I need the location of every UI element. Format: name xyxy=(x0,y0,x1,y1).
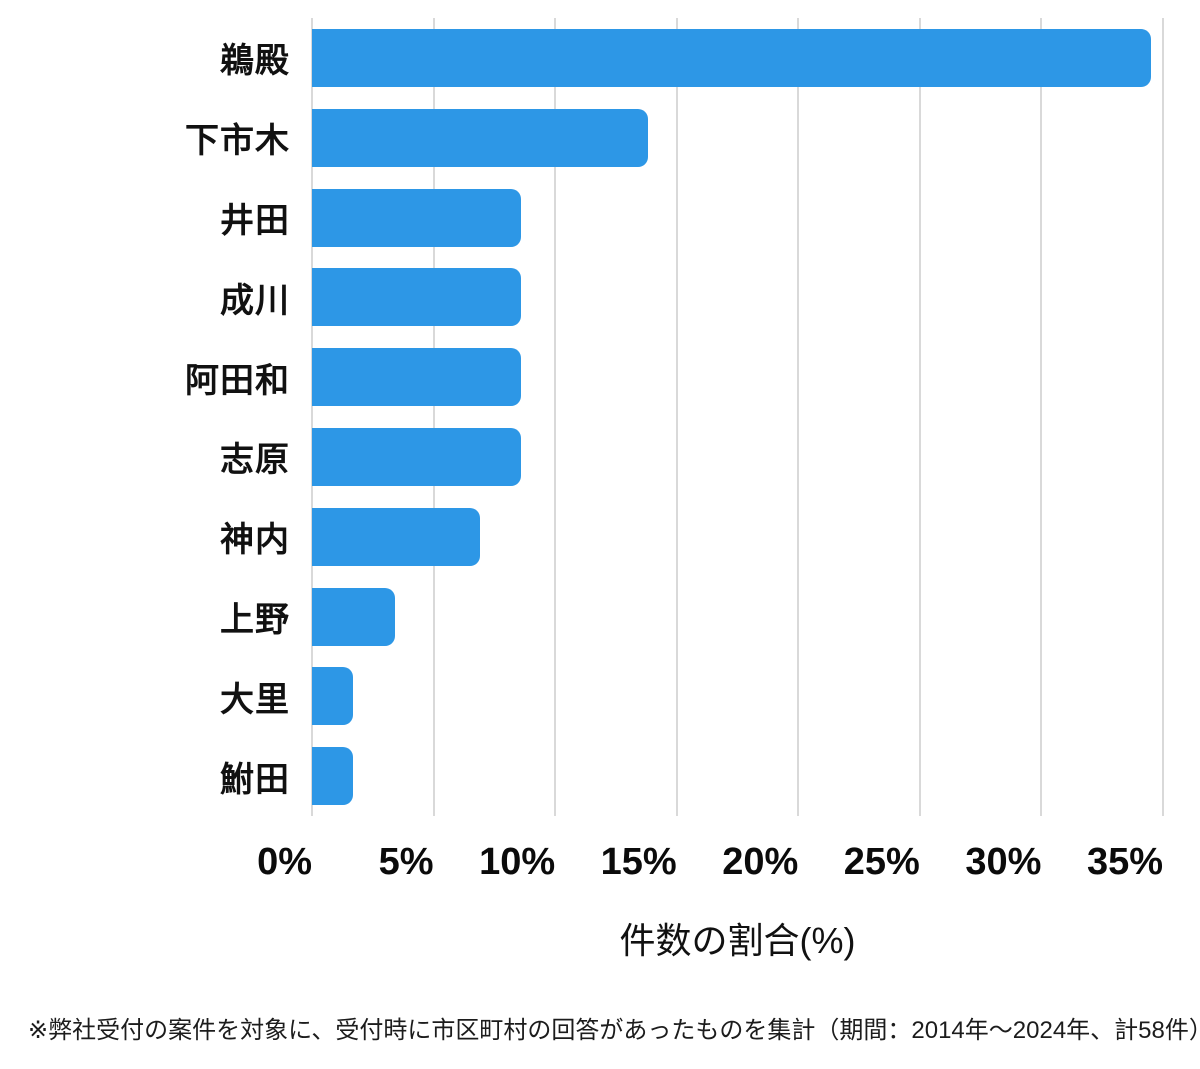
gridline xyxy=(918,18,921,816)
x-tick-label: 10% xyxy=(479,841,556,883)
gridline xyxy=(554,18,557,816)
x-axis-title: 件数の割合(%) xyxy=(619,920,856,961)
gridline xyxy=(675,18,678,816)
bar xyxy=(312,747,354,806)
x-tick-label: 25% xyxy=(843,841,920,883)
category-label: 阿田和 xyxy=(185,361,290,400)
category-label: 井田 xyxy=(220,201,290,240)
category-label: 神内 xyxy=(220,521,290,560)
category-label: 大里 xyxy=(220,680,290,719)
gridline xyxy=(1040,18,1043,816)
category-label: 上野 xyxy=(220,600,290,639)
category-label: 鮒田 xyxy=(220,760,290,799)
bar xyxy=(312,108,648,167)
gridline xyxy=(1162,18,1164,816)
bar xyxy=(312,268,522,327)
gridline xyxy=(432,18,435,816)
x-tick-label: 20% xyxy=(722,841,799,883)
x-tick-label: 30% xyxy=(965,841,1042,883)
bar xyxy=(312,587,395,646)
category-label: 鵜殿 xyxy=(220,42,290,81)
y-axis-category-labels: 鵜殿下市木井田成川阿田和志原神内上野大里鮒田 xyxy=(0,18,290,816)
bar xyxy=(312,667,354,726)
bar xyxy=(312,428,522,486)
bar xyxy=(312,507,480,566)
bar xyxy=(312,348,522,407)
x-tick-label: 0% xyxy=(257,841,312,883)
category-label: 下市木 xyxy=(185,122,290,161)
x-tick-label: 5% xyxy=(378,841,434,883)
footnote: ※弊社受付の案件を対象に、受付時に市区町村の回答があったものを集計（期間：201… xyxy=(28,1017,1200,1044)
category-label: 成川 xyxy=(220,281,290,320)
category-label: 志原 xyxy=(220,441,290,480)
x-tick-label: 15% xyxy=(600,841,677,883)
plot-area xyxy=(311,18,1164,816)
bar xyxy=(312,188,522,247)
gridline xyxy=(311,18,313,816)
x-tick-label: 35% xyxy=(1086,841,1163,883)
gridline xyxy=(797,18,800,816)
bar xyxy=(312,29,1151,87)
